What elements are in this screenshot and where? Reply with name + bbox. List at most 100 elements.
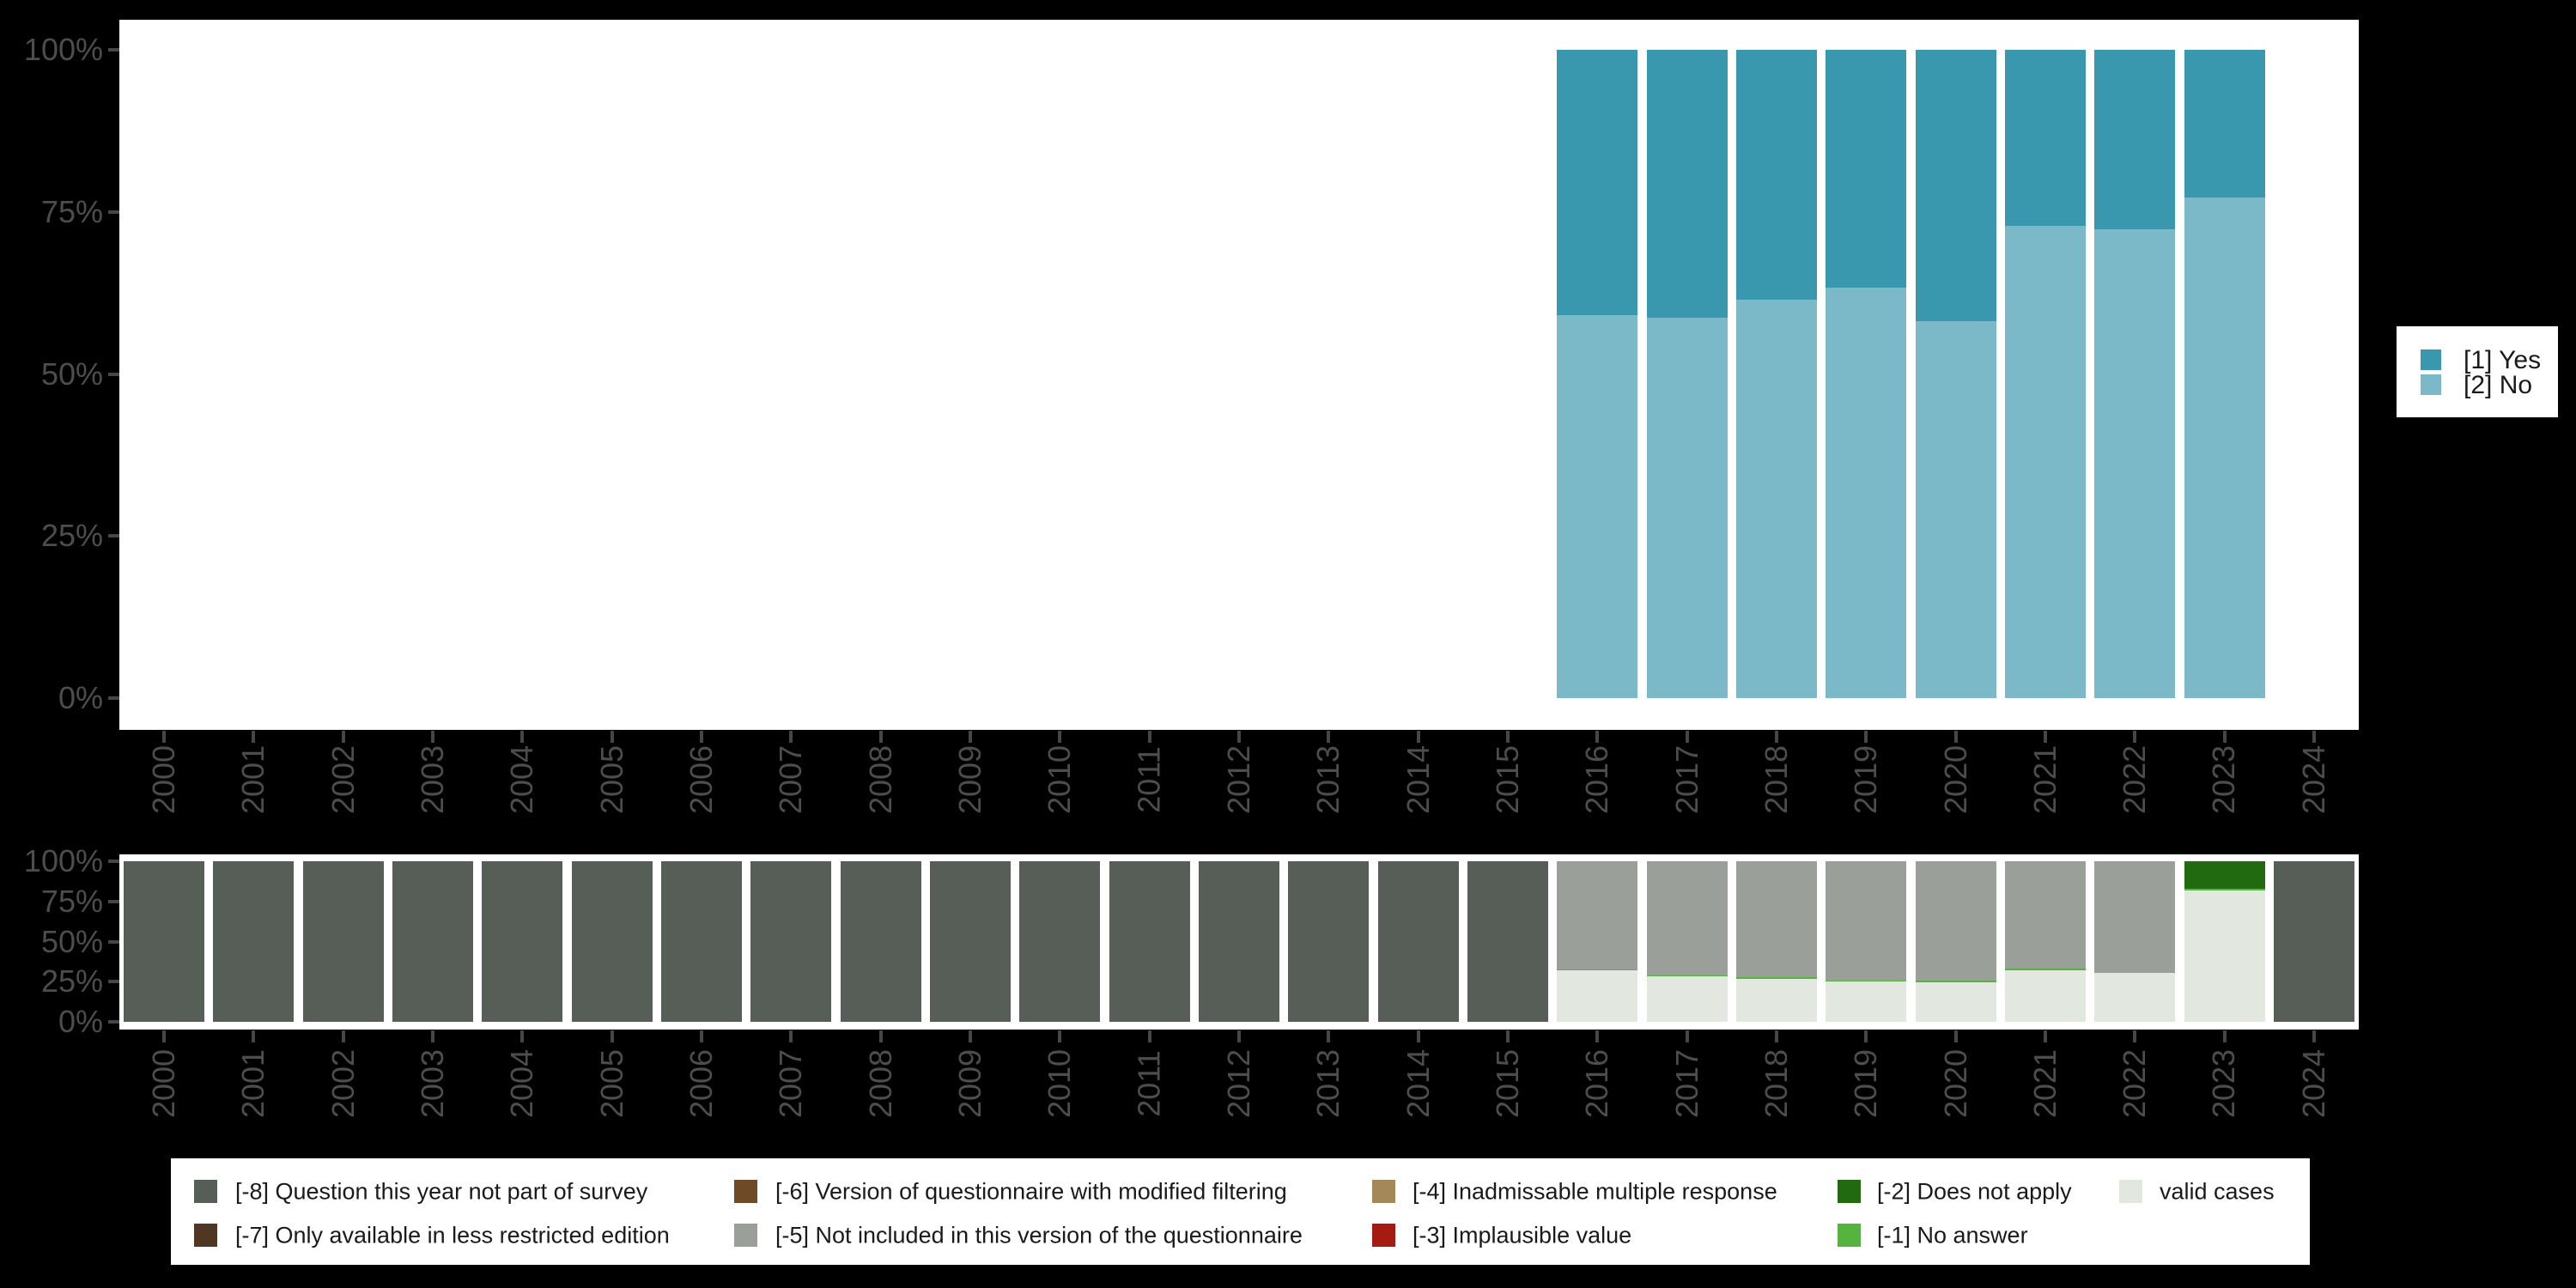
y-axis-tick-label: 0% [58,680,103,715]
x-axis-tick-label: 2010 [1015,740,1104,819]
bar-segment [1557,861,1638,969]
legend-label: [-6] Version of questionnaire with modif… [775,1178,1287,1205]
legend-label: valid cases [2160,1178,2275,1205]
x-axis-tick-label: 2009 [926,740,1015,819]
x-axis-tick-label: 2005 [568,740,657,819]
x-axis-tick [1505,1030,1510,1042]
x-axis-tick-label: 2011 [1105,1042,1194,1125]
x-axis-tick [252,731,256,743]
x-axis-tick-label: 2019 [1821,1042,1911,1125]
y-axis-tick [108,48,119,52]
legend-label: [-8] Question this year not part of surv… [235,1178,648,1205]
legend-label: [-5] Not included in this version of the… [775,1222,1303,1249]
bar-segment [1557,969,1638,970]
x-axis-year-text: 2019 [1848,1048,1884,1119]
x-axis-tick-label: 2019 [1821,740,1911,819]
x-axis-tick [1953,731,1958,743]
x-axis-tick-label: 2013 [1284,740,1373,819]
x-axis-tick-label: 2002 [299,1042,388,1125]
x-axis-tick [1505,731,1510,743]
y-axis-tick [108,899,119,903]
bar-segment [2184,890,2265,1022]
bar-segment [1019,861,1101,1022]
x-axis-year-text: 2021 [2026,1048,2063,1119]
x-axis-tick-label: 2021 [2001,1042,2090,1125]
x-axis-tick [1774,1030,1778,1042]
x-axis-tick [1327,731,1331,743]
bar-segment [1199,861,1279,1022]
bottom-chart-legend: [-8] Question this year not part of surv… [171,1158,2310,1265]
x-axis-year-text: 2006 [683,744,720,815]
x-axis-tick [1774,731,1778,743]
legend-swatch [2421,374,2441,395]
x-axis-tick [252,1030,256,1042]
bar-segment [2004,50,2086,227]
x-axis-year-text: 2001 [235,744,271,815]
y-axis-tick-label: 25% [40,518,103,554]
x-axis-tick-label: 2022 [2090,740,2179,819]
x-axis-tick [2312,1030,2316,1042]
x-axis-tick [700,731,704,743]
bar-segment [1646,975,1728,977]
x-axis-year-text: 2009 [952,1048,988,1119]
bar-segment [1735,299,1817,698]
top-chart-legend: [1] Yes [2] No [2397,326,2558,417]
x-axis-year-text: 2015 [1489,1048,1525,1119]
bar-segment [1109,861,1190,1022]
bar-segment [2004,968,2086,970]
x-axis-year-text: 2010 [1042,744,1078,815]
bar-segment [2184,197,2265,698]
bar-segment [1915,321,1996,698]
x-axis-year-text: 2012 [1220,1048,1256,1119]
x-axis-tick-label: 2014 [1373,740,1462,819]
y-axis-tick-label: 50% [40,923,103,959]
x-axis-year-text: 2013 [1310,1048,1346,1119]
bar-segment [2184,50,2265,198]
x-axis-year-text: 2005 [593,744,629,815]
x-axis-tick [431,1030,435,1042]
x-axis-year-text: 2020 [1937,1048,1973,1119]
legend-swatch [2421,349,2441,370]
x-axis-tick [1147,1030,1151,1042]
x-axis-year-text: 2016 [1579,744,1615,815]
x-axis-tick-label: 2017 [1642,740,1731,819]
bar-segment [392,861,474,1022]
x-axis-tick [878,1030,883,1042]
x-axis-tick-label: 2000 [119,740,209,819]
bar-segment [482,861,563,1022]
x-axis-tick [969,1030,973,1042]
bar-segment [1735,50,1817,300]
x-axis-tick-label: 2005 [568,1042,657,1125]
x-axis-tick [2043,1030,2047,1042]
legend-label: [-2] Does not apply [1877,1178,2072,1205]
x-axis-year-text: 2022 [2117,1048,2153,1119]
x-axis-tick-label: 2001 [209,740,298,819]
x-axis-year-text: 2007 [773,1048,809,1119]
x-axis-tick-label: 2016 [1552,740,1642,819]
x-axis-tick-label: 2002 [299,740,388,819]
x-axis-year-text: 2012 [1220,744,1256,815]
x-axis-tick-label: 2024 [2269,740,2359,819]
y-axis-tick [108,534,119,538]
bar-segment [1915,980,1996,982]
x-axis-year-text: 2016 [1579,1048,1615,1119]
x-axis-year-text: 2019 [1848,744,1884,815]
y-axis-tick-label: 25% [40,963,103,999]
bar-segment [2184,888,2265,891]
x-axis-tick-label: 2023 [2179,1042,2269,1125]
legend-swatch [1372,1224,1395,1247]
x-axis-tick [789,1030,793,1042]
legend-label: [-7] Only available in less restricted e… [235,1222,670,1249]
legend-label: [-1] No answer [1877,1222,2028,1249]
x-axis-tick [341,1030,345,1042]
x-axis-year-text: 2003 [415,744,451,815]
x-axis-tick [162,731,167,743]
x-axis-year-text: 2006 [683,1048,720,1119]
bar-segment [2184,861,2265,889]
x-axis-tick [431,731,435,743]
x-axis-tick-label: 2016 [1552,1042,1642,1125]
x-axis-year-text: 2001 [235,1048,271,1119]
x-axis-tick [1685,731,1689,743]
x-axis-tick [520,1030,525,1042]
